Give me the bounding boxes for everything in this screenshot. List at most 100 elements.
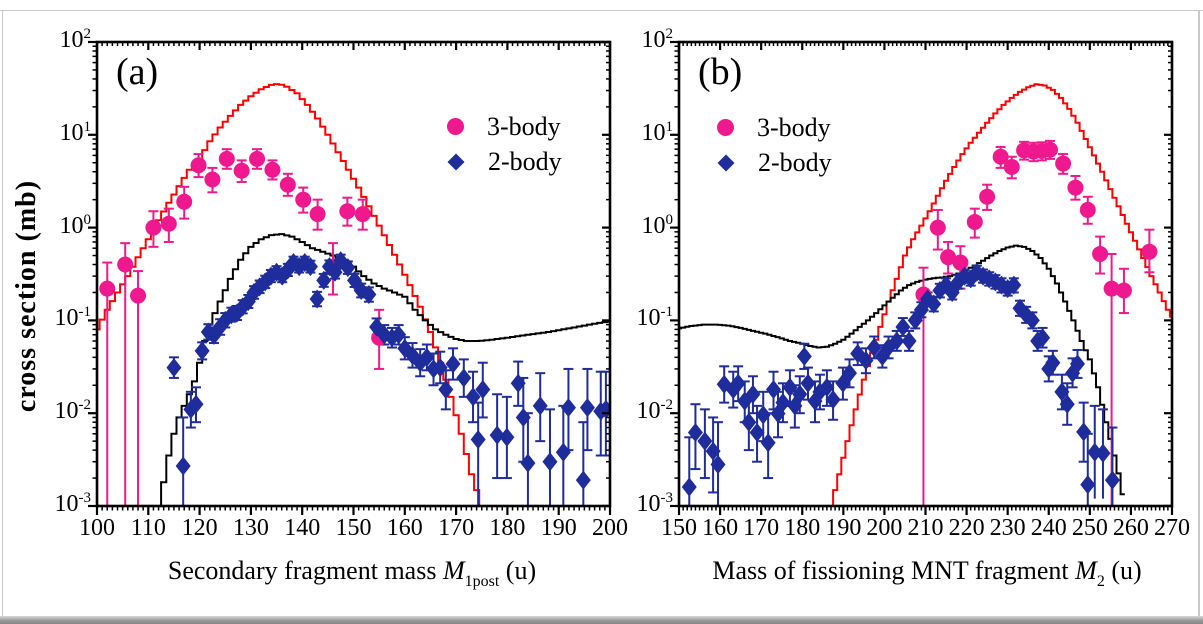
data-point-diamond (470, 430, 486, 450)
data-point-diamond (188, 394, 204, 414)
data-point-diamond (465, 387, 481, 407)
x-tick-label: 240 (1030, 515, 1067, 541)
y-tick-label: 102 (641, 26, 674, 53)
data-point-diamond (1104, 470, 1120, 490)
y-tick-label: 10-1 (636, 304, 674, 332)
legend-label-3-body: 3-body (487, 111, 561, 141)
data-point-circle (130, 287, 147, 304)
plot-frame-b (677, 40, 1174, 508)
x-title-a-variable: M (442, 556, 465, 585)
data-point-diamond (575, 470, 591, 490)
data-point-diamond (1006, 275, 1022, 295)
x-tick-label: 150 (661, 515, 697, 541)
data-point-circle (992, 148, 1009, 165)
data-point-diamond (858, 350, 874, 370)
data-point-circle (1055, 155, 1072, 172)
2-body-error-bars (684, 264, 1118, 506)
data-point-diamond (1070, 354, 1086, 374)
x-tick-label: 120 (181, 515, 218, 541)
data-point-diamond (419, 347, 435, 367)
y-tick-label: 10-3 (54, 490, 92, 517)
legend-label-3-body: 3-body (757, 112, 831, 142)
data-point-diamond (681, 477, 697, 497)
data-point-circle (339, 203, 356, 220)
data-point-diamond (1080, 475, 1096, 495)
y-tick-label: 10-2 (636, 397, 674, 425)
data-point-circle (233, 162, 250, 179)
2-body-markers (166, 251, 610, 490)
data-point-circle (295, 191, 312, 208)
x-title-a-prefix: Secondary fragment mass (167, 556, 443, 585)
3-body-markers (99, 150, 388, 346)
data-point-circle (1079, 201, 1096, 218)
data-point-diamond (309, 289, 325, 309)
data-point-diamond (542, 452, 558, 472)
data-point-diamond (687, 422, 703, 442)
legend-item-2-body: 2-body (447, 144, 562, 179)
data-point-diamond (901, 331, 917, 351)
plot-area-a (97, 83, 610, 506)
black-model-curve (679, 244, 1125, 496)
data-point-circle (218, 150, 235, 167)
data-point-diamond (825, 390, 841, 410)
x-tick-label: 160 (386, 515, 423, 541)
data-point-circle (279, 176, 296, 193)
x-title-b-variable: M (1075, 556, 1097, 585)
data-point-diamond (866, 338, 882, 358)
data-point-circle (952, 254, 969, 271)
x-title-a-subscript: 1post (464, 573, 500, 590)
data-point-diamond (765, 380, 781, 400)
2-body-markers (681, 262, 1120, 497)
data-point-circle (145, 219, 162, 236)
x-tick-label: 140 (284, 515, 321, 541)
data-point-diamond (705, 441, 721, 461)
data-point-circle (117, 256, 134, 273)
data-point-circle (1115, 282, 1132, 299)
data-point-diamond (515, 407, 531, 427)
x-tick-label: 260 (1112, 515, 1149, 541)
x-tick-label: 200 (866, 515, 903, 541)
plot-area-b (679, 83, 1172, 506)
x-title-b-suffix: (u) (1104, 556, 1142, 585)
data-point-diamond (194, 341, 210, 361)
data-point-diamond (1045, 353, 1061, 373)
x-tick-label: 250 (1071, 515, 1108, 541)
data-point-diamond (895, 317, 911, 337)
data-point-circle (176, 193, 193, 210)
x-axis-title-a: Secondary fragment mass M 1post (u) (167, 556, 536, 590)
y-tick-label: 10-1 (54, 304, 92, 332)
x-title-b-subscript: 2 (1096, 573, 1105, 590)
x-tick-label: 100 (79, 515, 115, 541)
data-point-diamond (745, 384, 761, 404)
data-point-diamond (792, 384, 808, 404)
panel-label-b: (b) (698, 51, 743, 93)
frame-left-border (2, 10, 3, 616)
data-point-circle (160, 215, 177, 232)
x-tick-label: 130 (232, 515, 269, 541)
x-tick-label: 180 (784, 515, 821, 541)
data-point-diamond (499, 427, 515, 447)
data-point-diamond (489, 425, 505, 445)
3-body-markers (915, 141, 1158, 303)
x-tick-label: 200 (592, 515, 628, 541)
x-tick-label: 230 (989, 515, 1026, 541)
legend-label-2-body: 2-body (758, 147, 832, 177)
data-point-diamond (775, 393, 791, 413)
x-tick-label: 220 (948, 515, 985, 541)
data-point-diamond (1059, 394, 1075, 414)
legend-panel-b: 3-body 2-body (717, 110, 832, 180)
data-point-diamond (445, 354, 461, 374)
data-point-diamond (741, 412, 757, 432)
x-tick-label: 170 (438, 515, 475, 541)
data-point-diamond (579, 398, 595, 418)
diamond-marker-icon (717, 154, 735, 172)
data-point-diamond (1012, 298, 1028, 318)
data-point-circle (966, 213, 983, 230)
x-tick-label: 160 (702, 515, 739, 541)
data-point-diamond (166, 358, 182, 378)
x-tick-label: 170 (743, 515, 780, 541)
x-tick-label: 180 (489, 515, 526, 541)
y-tick-label: 101 (641, 118, 674, 146)
